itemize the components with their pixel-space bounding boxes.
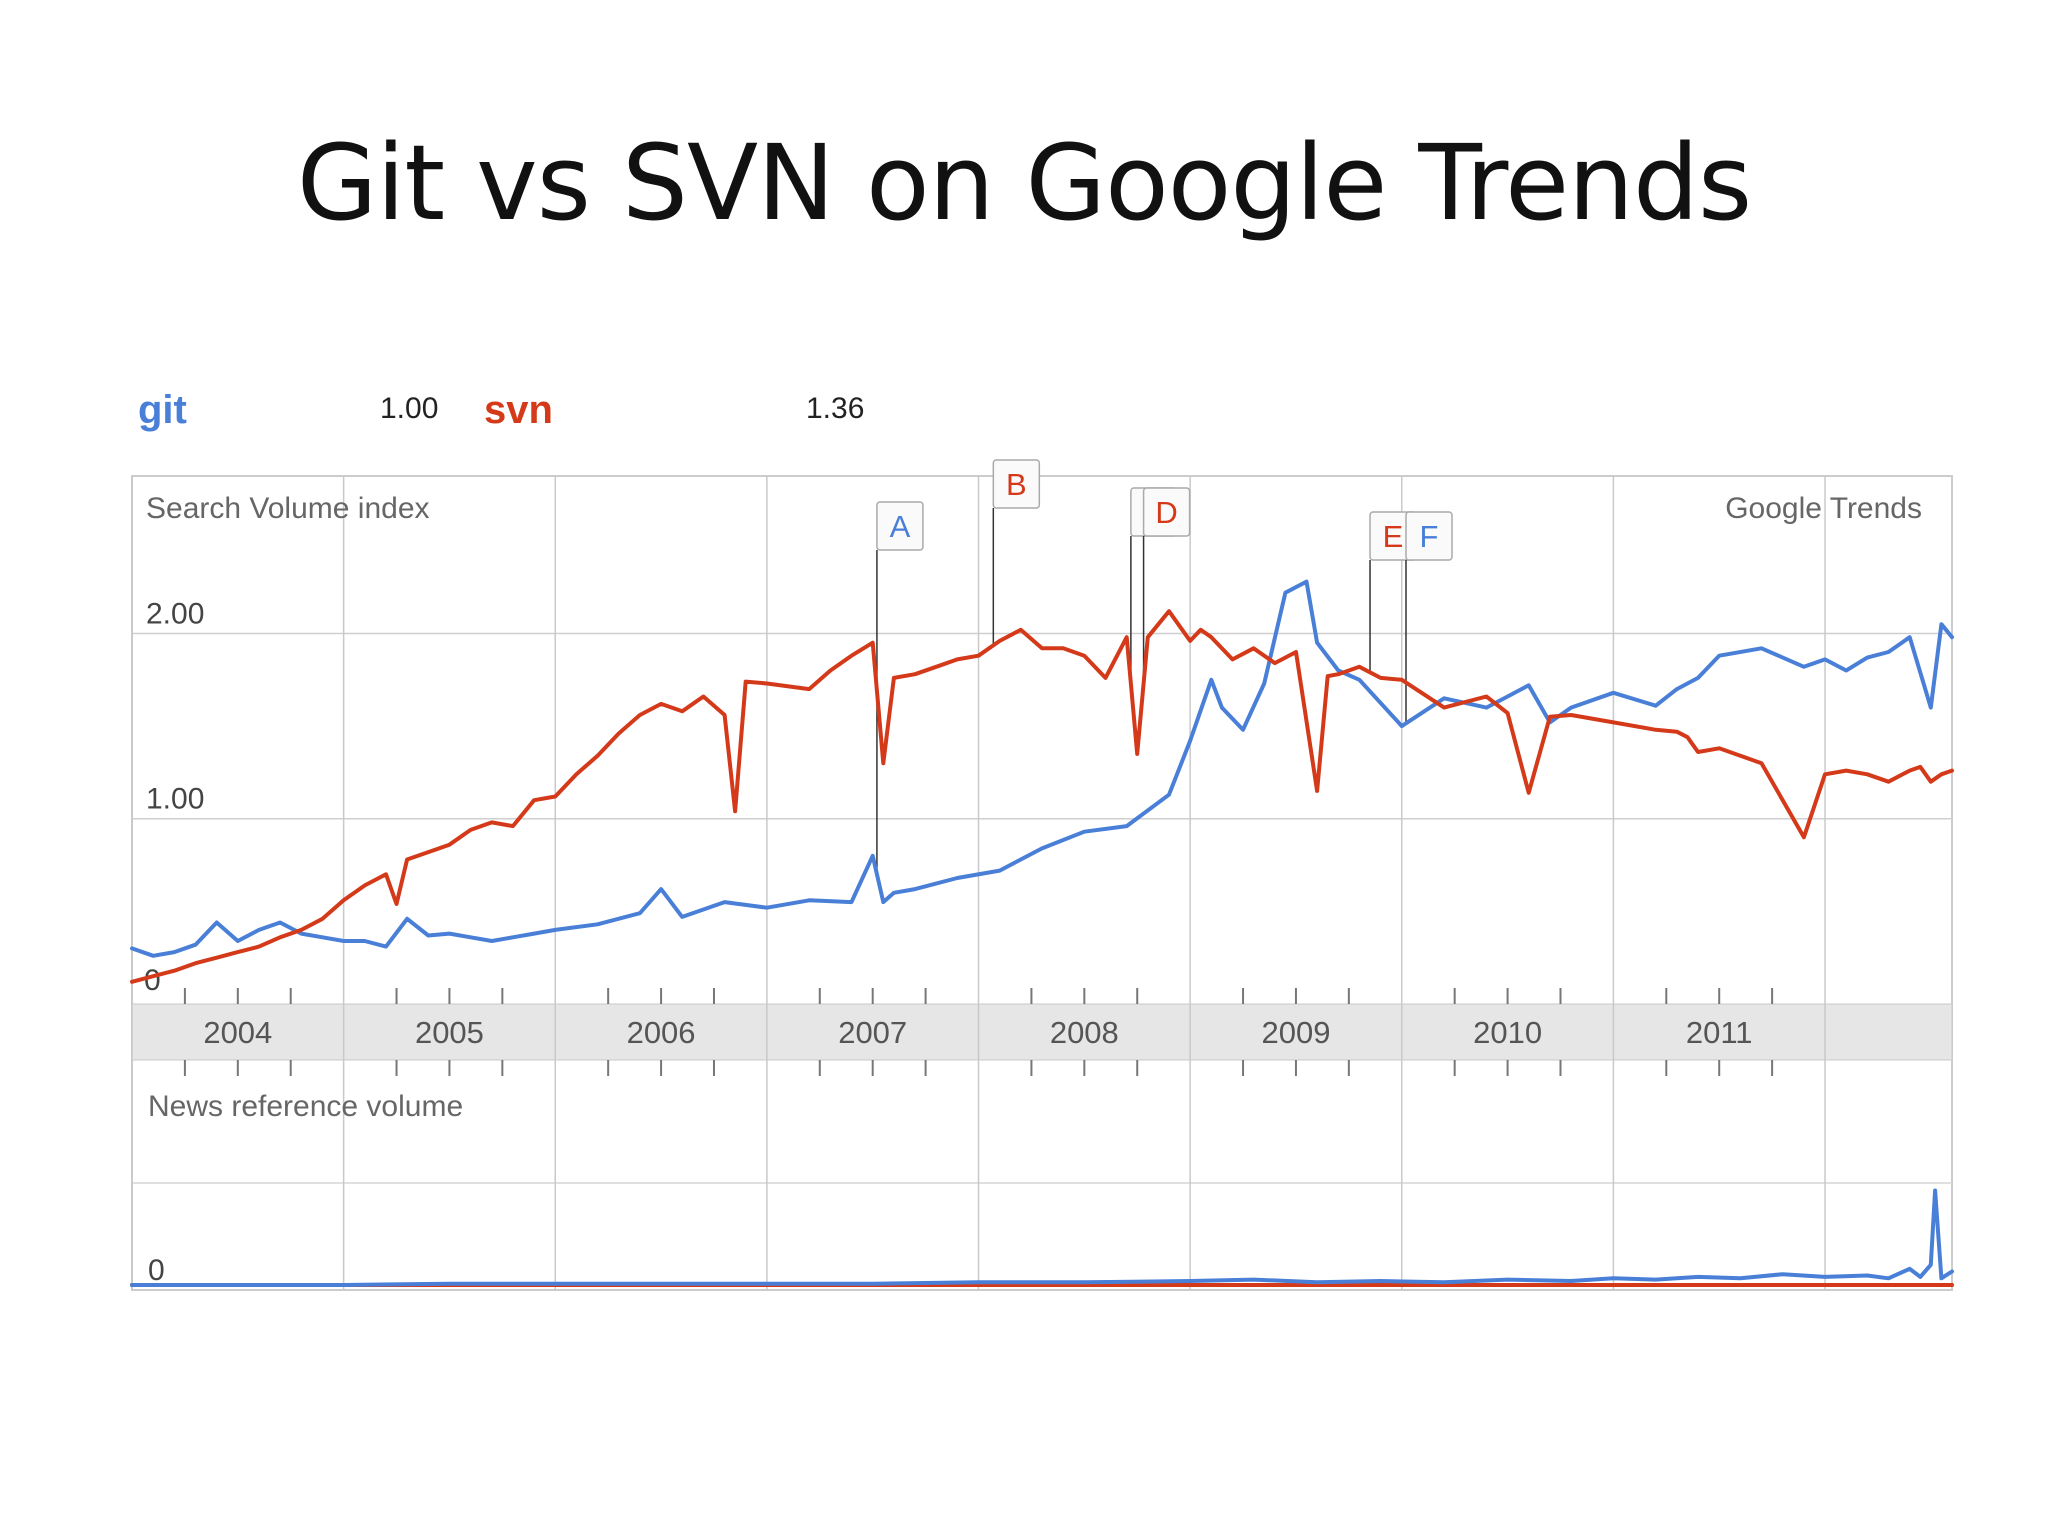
watermark: Google Trends xyxy=(1725,492,1922,525)
news-panel-label: News reference volume xyxy=(148,1090,463,1123)
year-label: 2008 xyxy=(1050,1015,1119,1050)
annotation-box xyxy=(1142,487,1191,537)
annotation-letter: D xyxy=(1155,495,1177,530)
year-label: 2009 xyxy=(1261,1015,1330,1050)
slide-title: Git vs SVN on Google Trends xyxy=(296,122,1752,244)
search-tick-label: 1.00 xyxy=(146,783,204,816)
legend-term-svn[interactable]: svn xyxy=(484,388,553,432)
year-label: 2005 xyxy=(415,1015,484,1050)
year-label: 2004 xyxy=(203,1015,272,1050)
annotation-box xyxy=(992,459,1041,509)
search-panel-label: Search Volume index xyxy=(146,492,430,525)
search-line-git xyxy=(130,579,1954,958)
legend-value-svn: 1.36 xyxy=(806,392,865,425)
year-label: 2011 xyxy=(1686,1015,1753,1050)
panel-labels: Search Volume index Google Trends News r… xyxy=(144,492,1922,1287)
search-tick-label: 2.00 xyxy=(146,597,204,630)
year-axis-band xyxy=(131,1003,1953,1061)
event-annotations: ABCDEF xyxy=(876,459,1453,875)
annotation-letter: E xyxy=(1383,519,1404,554)
series-lines xyxy=(130,579,1954,1287)
legend-value-git: 1.00 xyxy=(380,392,439,425)
search-zero-label: 0 xyxy=(144,964,161,997)
chart-border xyxy=(131,475,1953,1291)
gridlines: 1.00 2.00 xyxy=(131,476,1952,1290)
news-zero-label: 0 xyxy=(148,1254,165,1287)
news-line-git xyxy=(130,1188,1954,1287)
chart-frame xyxy=(131,475,1953,1291)
year-axis: 2004 2005 2006 2007 2008 2009 2010 2011 xyxy=(183,988,1774,1076)
year-label: 2007 xyxy=(838,1015,907,1050)
search-line-svn xyxy=(130,609,1954,984)
annotation-letter: B xyxy=(1006,467,1027,502)
legend-term-git[interactable]: git xyxy=(138,388,187,432)
year-label: 2006 xyxy=(627,1015,696,1050)
annotation-box xyxy=(876,501,924,551)
annotation-letter: F xyxy=(1420,519,1439,554)
year-label: 2010 xyxy=(1473,1015,1542,1050)
annotation-letter: A xyxy=(890,509,911,544)
annotation-box xyxy=(1405,511,1453,561)
